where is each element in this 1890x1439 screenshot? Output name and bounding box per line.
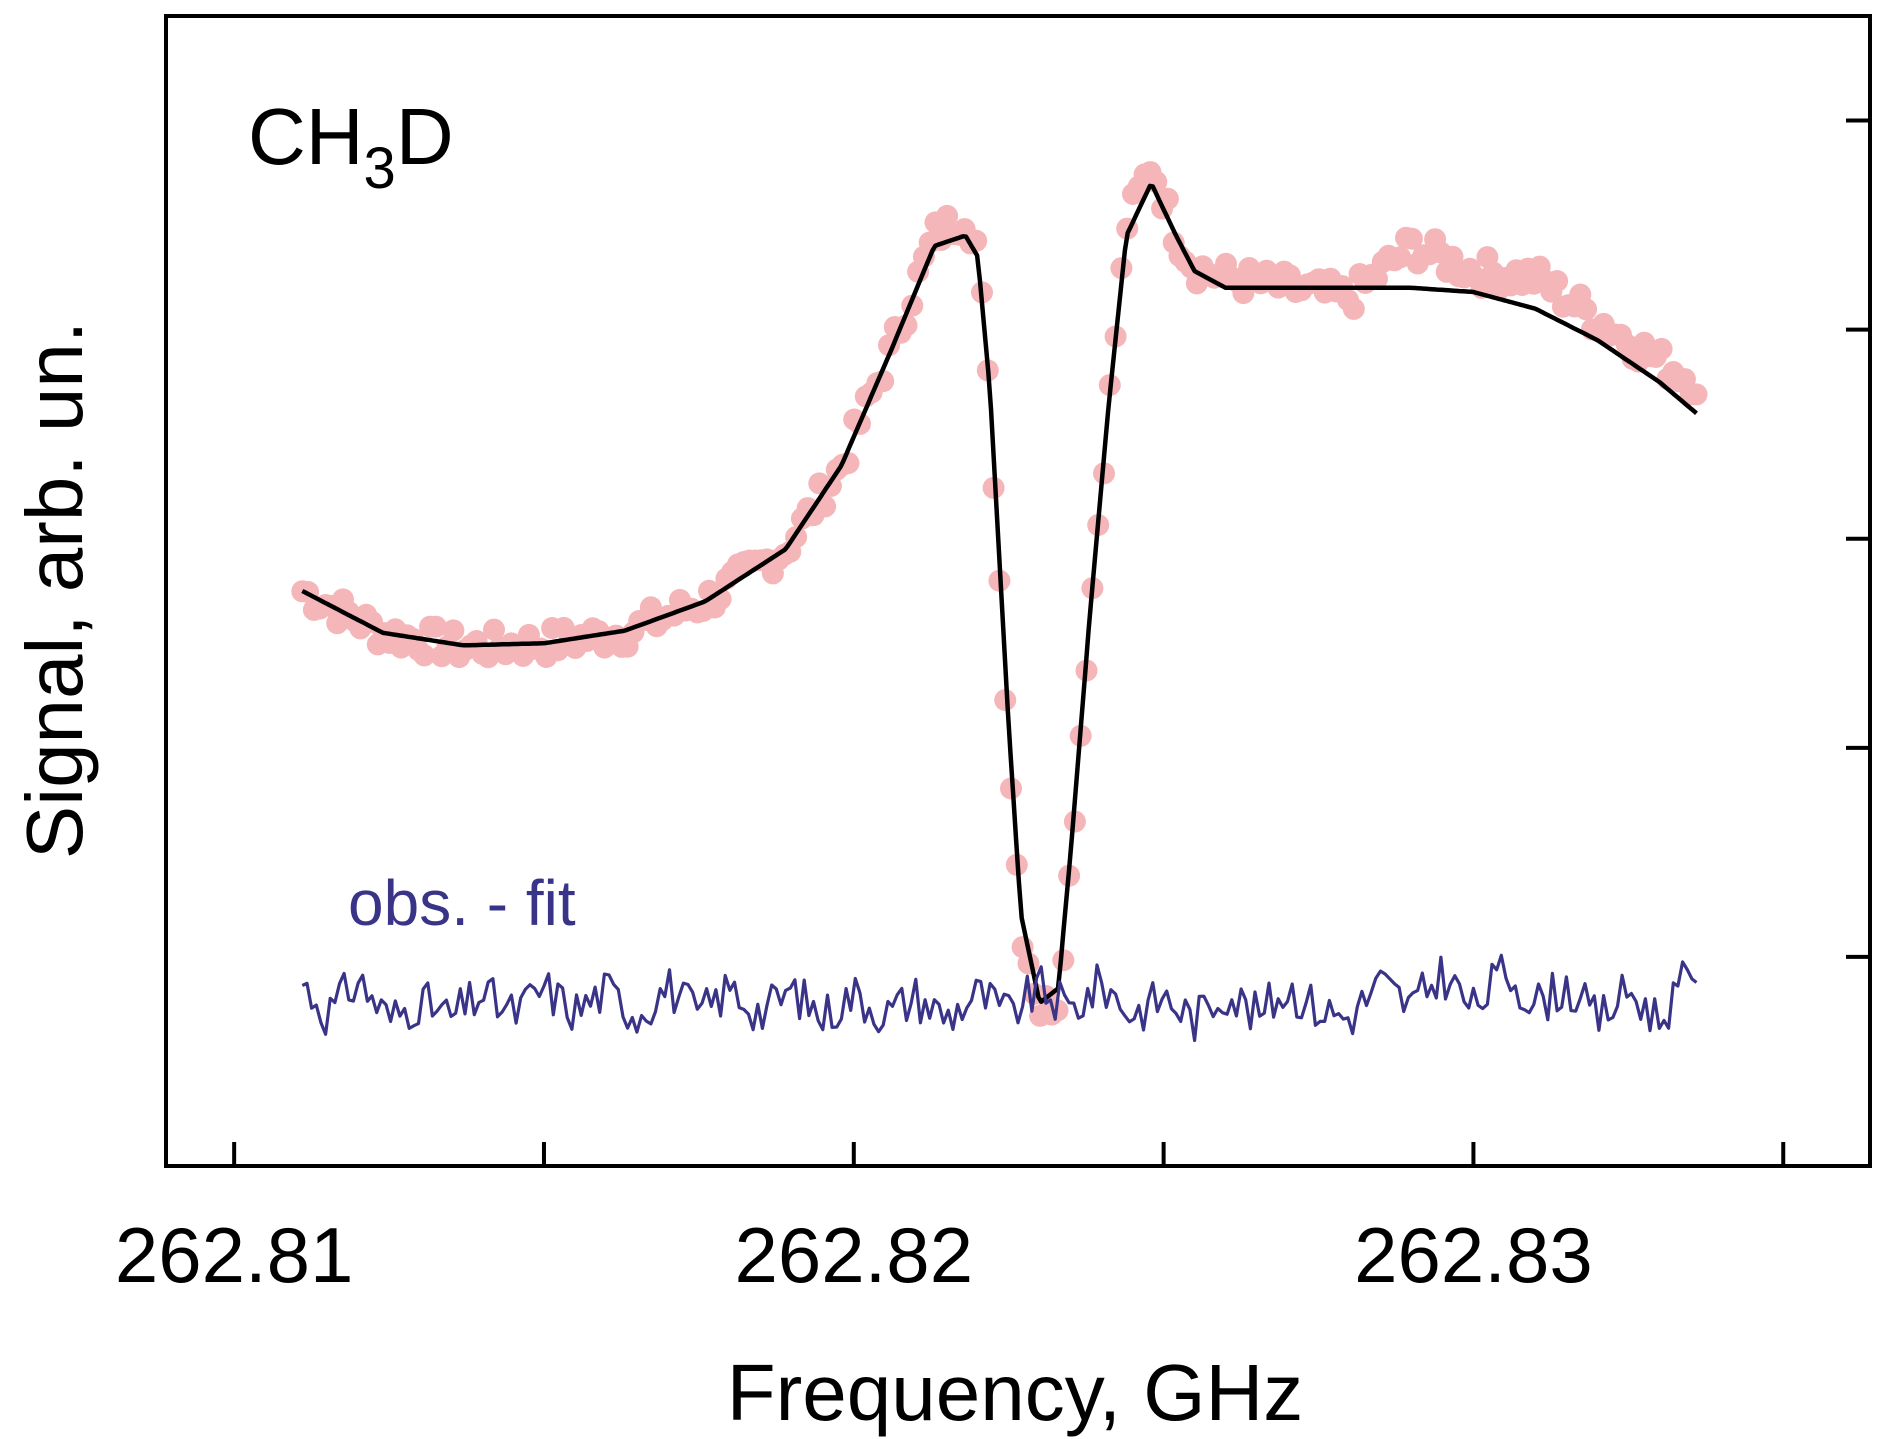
x-axis-title: Frequency, GHz bbox=[727, 1348, 1303, 1437]
observed-point bbox=[1546, 270, 1569, 292]
observed-point bbox=[424, 615, 447, 638]
species-label-tail: D bbox=[396, 92, 454, 181]
observed-point bbox=[1575, 298, 1598, 321]
x-tick-label: 262.83 bbox=[1354, 1211, 1593, 1299]
observed-point bbox=[1278, 264, 1301, 287]
observed-point bbox=[1389, 246, 1412, 269]
residual-line bbox=[301, 953, 1698, 1043]
observed-point bbox=[1685, 383, 1708, 406]
observed-point bbox=[442, 619, 465, 642]
observed-point bbox=[1366, 267, 1388, 290]
fit-line bbox=[301, 183, 1698, 1004]
x-tick-label: 262.81 bbox=[115, 1211, 354, 1299]
y-axis-title: Signal, arb. un. bbox=[10, 321, 99, 859]
observed-point bbox=[1400, 227, 1423, 250]
observed-point bbox=[483, 618, 505, 641]
residual-label: obs. - fit bbox=[348, 867, 576, 939]
x-axis-ticks: 262.81 262.82 262.83 bbox=[115, 1142, 1786, 1299]
species-label-main: CH bbox=[248, 92, 364, 181]
observed-point bbox=[413, 644, 436, 667]
observed-point bbox=[1441, 245, 1464, 268]
observed-point bbox=[1052, 949, 1075, 972]
species-label: CH3D bbox=[248, 92, 454, 201]
observed-point bbox=[936, 204, 959, 227]
x-tick-label: 262.82 bbox=[735, 1211, 974, 1299]
y-axis-ticks bbox=[1846, 118, 1870, 959]
plot-frame bbox=[164, 14, 1872, 1168]
species-label-sub: 3 bbox=[364, 136, 396, 201]
observed-point bbox=[1342, 297, 1365, 320]
observed-point bbox=[1650, 337, 1673, 360]
